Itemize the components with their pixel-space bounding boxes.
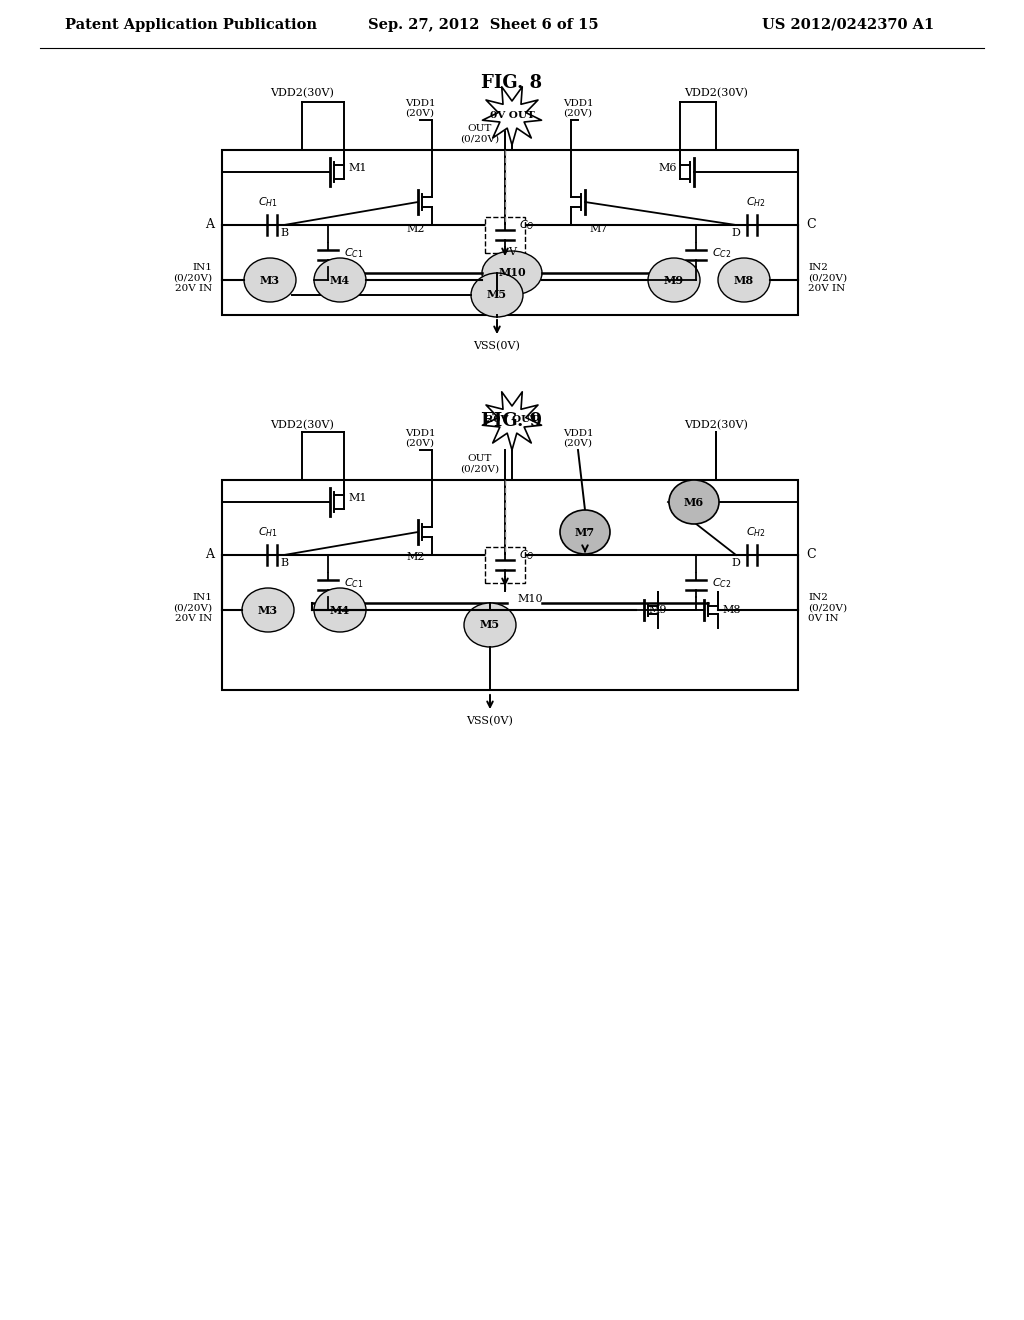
Text: IN2
(0/20V)
20V IN: IN2 (0/20V) 20V IN [808, 263, 847, 293]
Text: M3: M3 [258, 605, 279, 615]
Bar [222, 480, 798, 690]
Text: Sep. 27, 2012  Sheet 6 of 15: Sep. 27, 2012 Sheet 6 of 15 [368, 18, 599, 32]
Text: FIG. 9: FIG. 9 [481, 412, 543, 430]
Ellipse shape [648, 257, 700, 302]
Text: M4: M4 [330, 275, 350, 285]
Bar [485, 216, 525, 253]
Text: M7: M7 [574, 527, 595, 537]
Text: M6: M6 [658, 162, 677, 173]
Ellipse shape [560, 510, 610, 554]
Text: OUT
(0/20V): OUT (0/20V) [461, 124, 500, 144]
Text: VDD2(30V): VDD2(30V) [270, 420, 334, 430]
Text: $C_O$: $C_O$ [519, 218, 535, 232]
Text: M6: M6 [684, 496, 705, 507]
Text: IN1
(0/20V)
20V IN: IN1 (0/20V) 20V IN [173, 593, 212, 623]
Ellipse shape [314, 257, 366, 302]
Text: VSS(0V): VSS(0V) [473, 341, 520, 351]
Text: A: A [205, 549, 214, 561]
Text: 0V OUT: 0V OUT [489, 111, 535, 120]
Text: VDD2(30V): VDD2(30V) [684, 420, 748, 430]
Text: M10: M10 [499, 268, 525, 279]
Text: FIG. 8: FIG. 8 [481, 74, 543, 92]
Text: IN1
(0/20V)
20V IN: IN1 (0/20V) 20V IN [173, 263, 212, 293]
Ellipse shape [718, 257, 770, 302]
Text: M9: M9 [664, 275, 684, 285]
Text: $C_{H2}$: $C_{H2}$ [746, 525, 766, 539]
Text: $C_O$: $C_O$ [519, 548, 535, 562]
Text: 20V OUT: 20V OUT [486, 416, 538, 425]
Text: M5: M5 [480, 619, 500, 631]
Text: VDD2(30V): VDD2(30V) [684, 87, 748, 98]
Text: M8: M8 [734, 275, 754, 285]
Ellipse shape [669, 480, 719, 524]
Text: A: A [205, 219, 214, 231]
Text: M8: M8 [722, 605, 740, 615]
Text: $C_{C2}$: $C_{C2}$ [712, 246, 731, 260]
Text: V: V [508, 247, 516, 257]
Text: B: B [280, 558, 288, 568]
Text: M7: M7 [589, 224, 607, 234]
Ellipse shape [314, 587, 366, 632]
Text: $C_{C2}$: $C_{C2}$ [712, 576, 731, 590]
Ellipse shape [464, 603, 516, 647]
Text: C: C [806, 549, 816, 561]
Text: $C_{C1}$: $C_{C1}$ [344, 576, 364, 590]
Text: B: B [280, 228, 288, 238]
Text: VDD2(30V): VDD2(30V) [270, 87, 334, 98]
Text: $C_{H1}$: $C_{H1}$ [258, 195, 278, 209]
Text: M1: M1 [348, 492, 367, 503]
Ellipse shape [244, 257, 296, 302]
Text: M1: M1 [348, 162, 367, 173]
Text: $C_{H2}$: $C_{H2}$ [746, 195, 766, 209]
Text: M2: M2 [407, 224, 425, 234]
Ellipse shape [482, 251, 542, 294]
Ellipse shape [471, 273, 523, 317]
Text: C: C [806, 219, 816, 231]
Text: D: D [731, 558, 740, 568]
Bar [222, 150, 798, 315]
Text: $C_{C1}$: $C_{C1}$ [344, 246, 364, 260]
Text: IN2
(0/20V)
0V IN: IN2 (0/20V) 0V IN [808, 593, 847, 623]
Text: OUT
(0/20V): OUT (0/20V) [461, 454, 500, 474]
Text: VDD1
(20V): VDD1 (20V) [562, 429, 593, 447]
Polygon shape [482, 87, 542, 145]
Text: M3: M3 [260, 275, 280, 285]
Text: D: D [731, 228, 740, 238]
Text: Patent Application Publication: Patent Application Publication [65, 18, 317, 32]
Text: VDD1
(20V): VDD1 (20V) [404, 429, 435, 447]
Text: VDD1
(20V): VDD1 (20V) [404, 99, 435, 117]
Text: US 2012/0242370 A1: US 2012/0242370 A1 [762, 18, 934, 32]
Text: M10: M10 [517, 594, 543, 605]
Polygon shape [482, 392, 542, 450]
Text: M9: M9 [649, 605, 668, 615]
Text: M2: M2 [407, 552, 425, 562]
Text: M5: M5 [487, 289, 507, 301]
Ellipse shape [242, 587, 294, 632]
Text: $C_{H1}$: $C_{H1}$ [258, 525, 278, 539]
Text: VSS(0V): VSS(0V) [467, 715, 513, 726]
Bar [485, 546, 525, 583]
Text: M4: M4 [330, 605, 350, 615]
Text: VDD1
(20V): VDD1 (20V) [562, 99, 593, 117]
